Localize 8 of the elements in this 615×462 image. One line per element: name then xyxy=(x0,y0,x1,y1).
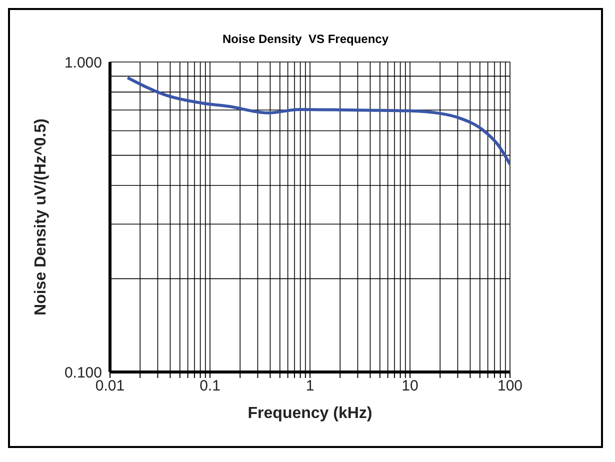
x-tick-label: 100 xyxy=(497,378,523,395)
x-tick-label: 0.1 xyxy=(200,378,220,395)
y-tick-label: 1.000 xyxy=(64,54,102,72)
chart-title: Noise Density VS Frequency xyxy=(221,32,390,48)
x-tick-label: 10 xyxy=(402,378,418,395)
y-axis-title: Noise Density uV/(Hz^0.5) xyxy=(32,118,50,316)
x-tick-label: 1 xyxy=(306,378,314,395)
x-axis-title: Frequency (kHz) xyxy=(248,405,372,422)
